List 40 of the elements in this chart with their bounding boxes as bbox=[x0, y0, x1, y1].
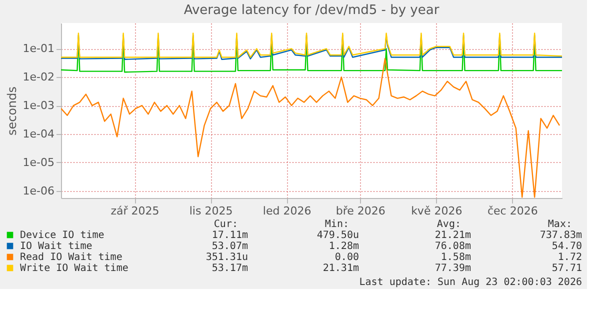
text: 53.07m bbox=[212, 241, 248, 252]
text: 77.39m bbox=[434, 263, 471, 274]
text: 21.21m bbox=[434, 230, 471, 241]
text: Last update: Sun Aug 23 02:00:03 2026 bbox=[359, 277, 582, 288]
text: 57.71 bbox=[552, 263, 582, 274]
y-tick-label: 1e-06 bbox=[22, 184, 54, 198]
text: Max: bbox=[548, 219, 572, 230]
chart-title: Average latency for /dev/md5 - by year bbox=[184, 3, 440, 18]
text: Avg: bbox=[436, 219, 461, 230]
text: 54.70 bbox=[552, 241, 582, 252]
y-tick-label: 1e-05 bbox=[22, 156, 54, 169]
x-tick-label: lis 2025 bbox=[189, 204, 233, 218]
text: 1.72 bbox=[558, 252, 582, 263]
legend-label: Read IO Wait time bbox=[20, 252, 122, 263]
text: 479.50u bbox=[316, 230, 359, 241]
text: 17.11m bbox=[212, 230, 248, 241]
x-tick-label: čec 2026 bbox=[487, 204, 538, 218]
y-tick-label: 1e-02 bbox=[22, 70, 54, 84]
x-tick-label: bře 2026 bbox=[336, 204, 386, 218]
text: 1.28m bbox=[328, 241, 359, 252]
x-tick-label: led 2026 bbox=[262, 204, 312, 218]
text: 737.83m bbox=[540, 230, 582, 241]
y-tick-label: 1e-04 bbox=[22, 127, 54, 140]
legend-label: Device IO time bbox=[20, 230, 104, 241]
text: 1.58m bbox=[440, 252, 471, 263]
text: 76.08m bbox=[434, 241, 471, 252]
text: Min: bbox=[324, 219, 349, 230]
text: Cur: bbox=[214, 219, 238, 230]
text: 351.31u bbox=[206, 252, 248, 263]
text: 21.31m bbox=[322, 263, 359, 274]
x-tick-label: kvě 2026 bbox=[411, 204, 462, 218]
text: 53.17m bbox=[212, 263, 248, 274]
legend-label: Write IO Wait time bbox=[20, 263, 128, 274]
y-tick-label: 1e-03 bbox=[22, 99, 54, 112]
text: 0.00 bbox=[334, 252, 359, 263]
line-series bbox=[61, 58, 560, 198]
x-tick-label: zář 2025 bbox=[110, 204, 160, 218]
legend-label: IO Wait time bbox=[20, 241, 92, 252]
y-axis-title: seconds bbox=[4, 86, 19, 136]
y-tick-label: 1e-01 bbox=[22, 42, 54, 56]
